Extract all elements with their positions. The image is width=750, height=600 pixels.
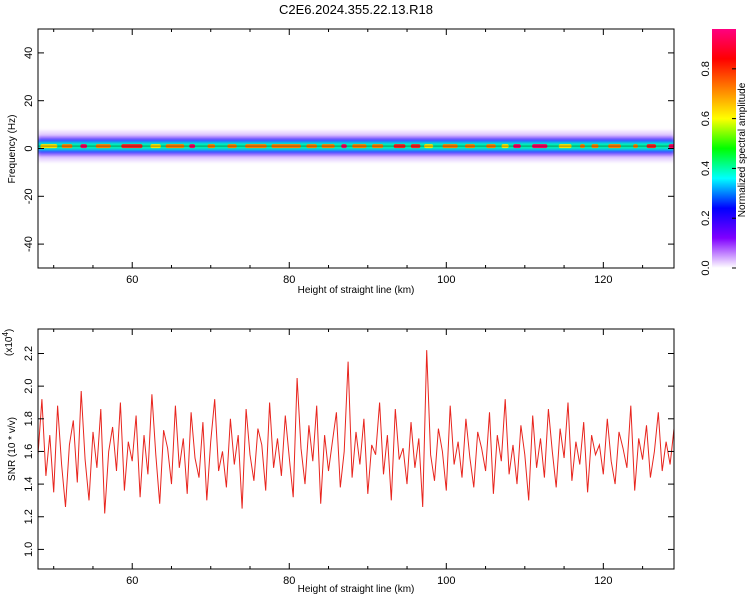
- snr-panel: 60 80 100 120 1.0 1.2 1.4 1.6 1.8 2.0 2.2 Height o…: [1, 328, 675, 595]
- spectrogram-x-axis-label: Height of straight line (km): [298, 285, 415, 296]
- spectrogram-y-tick-label: 0: [23, 145, 35, 151]
- spectrogram-x-tick-label: 80: [283, 274, 295, 286]
- spectrogram-y-tick-label: -40: [23, 236, 35, 252]
- snr-y-tick-label: 2.0: [23, 378, 35, 393]
- snr-y-axis-label: SNR (10 * v/v): [7, 417, 18, 481]
- snr-y-tick-label: 1.4: [23, 476, 35, 491]
- snr-x-tick-label: 80: [283, 575, 295, 587]
- spectrogram-panel: 60 80 100 120 40 20 0 -20 -40 Height of straight…: [7, 28, 675, 296]
- snr-ticks: 60 80 100 120 1.0 1.2 1.4 1.6 1.8 2.0 2.2: [23, 329, 674, 587]
- spectrogram-x-tick-label: 120: [594, 274, 612, 286]
- snr-y-tick-label: 1.2: [23, 509, 35, 524]
- colorbar-tick-label: 0.4: [700, 161, 712, 176]
- snr-y-tick-label: 1.0: [23, 542, 35, 557]
- snr-exponent-prefix: (x10: [4, 336, 15, 356]
- spectral-band: [38, 130, 674, 162]
- colorbar-tick-label: 0.0: [700, 260, 712, 275]
- colorbar-ticks: 0.0 0.2 0.4 0.6 0.8: [700, 61, 736, 276]
- chart-title: C2E6.2024.355.22.13.R18: [279, 2, 433, 17]
- spectrogram-y-axis-label: Frequency (Hz): [7, 115, 18, 184]
- colorbar-gradient: [712, 29, 736, 268]
- snr-exponent-label: (x104): [1, 329, 15, 356]
- colorbar: 0.0 0.2 0.4 0.6 0.8 Normalized spectral ampl…: [700, 29, 748, 276]
- spectrogram-y-tick-label: -20: [23, 188, 35, 204]
- colorbar-tick-label: 0.6: [700, 111, 712, 126]
- snr-frame: [37, 328, 675, 570]
- snr-x-tick-label: 60: [126, 575, 138, 587]
- spectrogram-y-tick-label: 20: [23, 95, 35, 107]
- snr-y-tick-label: 1.8: [23, 411, 35, 426]
- snr-exponent-power: 4: [1, 332, 10, 337]
- colorbar-tick-label: 0.2: [700, 211, 712, 226]
- snr-x-tick-label: 120: [594, 575, 612, 587]
- snr-x-axis-label: Height of straight line (km): [298, 584, 415, 595]
- svg-text:(x104): (x104): [1, 329, 15, 356]
- spectrogram-x-tick-label: 100: [437, 274, 455, 286]
- spectrogram-ticks: 60 80 100 120 40 20 0 -20 -40: [23, 29, 674, 286]
- spectrogram-y-tick-label: 40: [23, 47, 35, 59]
- spectrogram-x-tick-label: 60: [126, 274, 138, 286]
- snr-x-tick-label: 100: [437, 575, 455, 587]
- snr-series-line: [38, 350, 674, 514]
- snr-exponent-close: ): [4, 329, 15, 332]
- snr-y-tick-label: 1.6: [23, 444, 35, 459]
- colorbar-tick-label: 0.8: [700, 61, 712, 76]
- snr-y-tick-label: 2.2: [23, 346, 35, 361]
- colorbar-label: Normalized spectral amplitude: [737, 82, 748, 217]
